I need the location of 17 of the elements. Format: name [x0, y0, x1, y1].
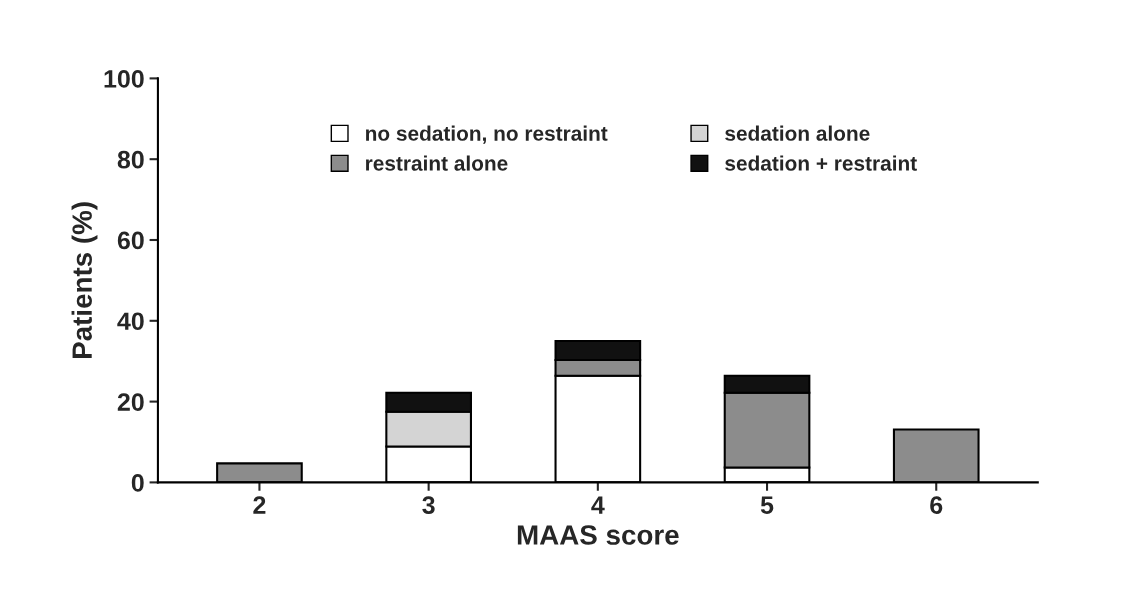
- x-axis-title: MAAS score: [517, 525, 679, 545]
- y-axis-title: Patients (%): [71, 202, 98, 359]
- x-tick-label: 4: [591, 496, 605, 514]
- y-tick-label: 20: [117, 393, 144, 411]
- legend-label: no sedation, no restraint: [366, 125, 608, 144]
- legend-label: sedation alone: [725, 125, 870, 141]
- x-tick-label: 2: [253, 496, 266, 514]
- legend-label: restraint alone: [366, 155, 508, 171]
- x-tick-label: 3: [422, 496, 435, 514]
- x-tick-label: 6: [930, 496, 943, 514]
- y-tick-label: 40: [117, 312, 144, 331]
- legend-label: sedation + restraint: [725, 155, 917, 171]
- y-tick-label: 0: [131, 474, 144, 492]
- x-tick-label: 5: [760, 496, 774, 514]
- y-tick-label: 60: [117, 231, 144, 250]
- y-tick-label: 80: [117, 150, 144, 169]
- y-tick-label: 100: [104, 69, 144, 88]
